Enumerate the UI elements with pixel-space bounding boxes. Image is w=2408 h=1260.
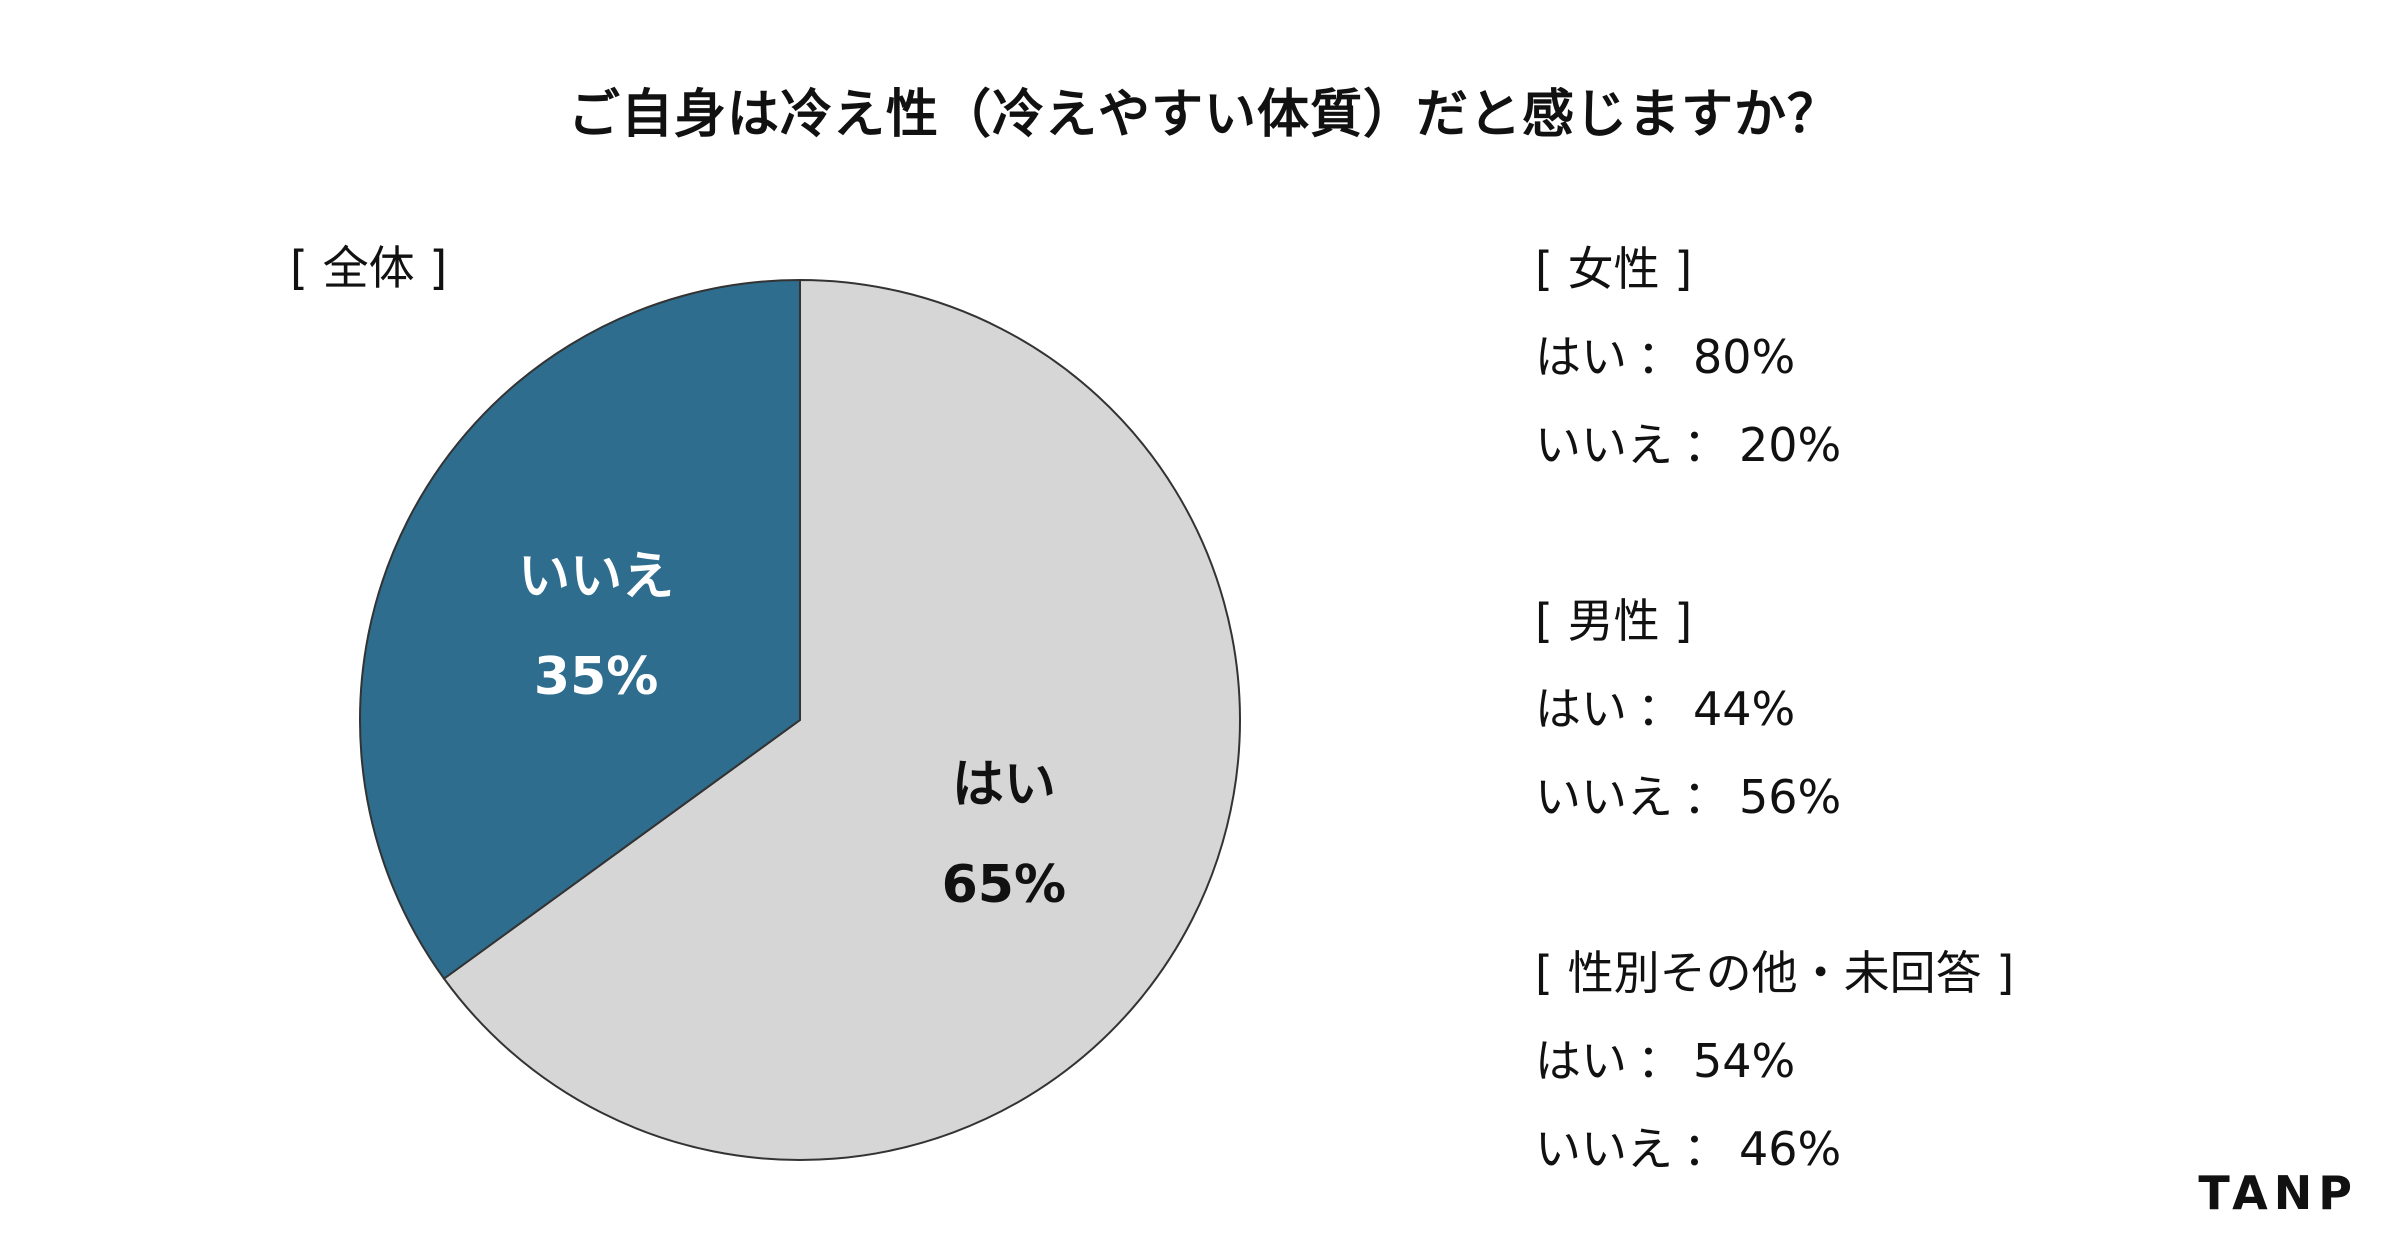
male-yes-label: はい (1535, 682, 1627, 736)
male-breakdown: [ 男性 ] はい： 44% いいえ： 56% (1535, 577, 1841, 841)
other-yes-value: 54% (1693, 1034, 1796, 1088)
other-no-separator: ： (1683, 1122, 1729, 1176)
slice-label-yes: はい (952, 755, 1056, 815)
male-yes-row: はい： 44% (1535, 665, 1841, 753)
other-heading: [ 性別その他・未回答 ] (1535, 946, 2015, 1000)
female-no-row: いいえ： 20% (1535, 401, 1841, 489)
male-no-label: いいえ (1535, 770, 1673, 824)
pie-slice-no (359, 278, 801, 981)
female-heading: [ 女性 ] (1535, 242, 1693, 296)
other-yes-label: はい (1535, 1034, 1627, 1088)
overall-label: [ 全体 ] (290, 241, 448, 295)
slice-value-yes: 65% (942, 855, 1066, 915)
slice-label-no: いいえ (518, 547, 674, 607)
other-yes-separator: ： (1637, 1034, 1683, 1088)
male-no-separator: ： (1683, 770, 1729, 824)
other-no-label: いいえ (1535, 1122, 1673, 1176)
chart-title: ご自身は冷え性（冷えやすい体質）だと感じますか？ (567, 85, 1840, 145)
female-yes-value: 80% (1693, 330, 1796, 384)
other-no-value: 46% (1739, 1122, 1842, 1176)
brand-logo: TANP (2198, 1166, 2358, 1220)
other-breakdown: [ 性別その他・未回答 ] はい： 54% いいえ： 46% (1535, 929, 2014, 1193)
male-no-value: 56% (1739, 770, 1842, 824)
other-no-row: いいえ： 46% (1535, 1105, 2014, 1193)
male-no-row: いいえ： 56% (1535, 753, 1841, 841)
female-no-label: いいえ (1535, 418, 1673, 472)
female-yes-row: はい： 80% (1535, 313, 1841, 401)
male-heading: [ 男性 ] (1535, 594, 1693, 648)
male-yes-separator: ： (1637, 682, 1683, 736)
other-yes-row: はい： 54% (1535, 1017, 2014, 1105)
female-no-value: 20% (1739, 418, 1842, 472)
female-yes-label: はい (1535, 330, 1627, 384)
pie-slice-yes (442, 278, 1241, 1161)
slice-value-no: 35% (534, 647, 658, 707)
male-yes-value: 44% (1693, 682, 1796, 736)
female-breakdown: [ 女性 ] はい： 80% いいえ： 20% (1535, 225, 1841, 489)
female-yes-separator: ： (1637, 330, 1683, 384)
female-no-separator: ： (1683, 418, 1729, 472)
